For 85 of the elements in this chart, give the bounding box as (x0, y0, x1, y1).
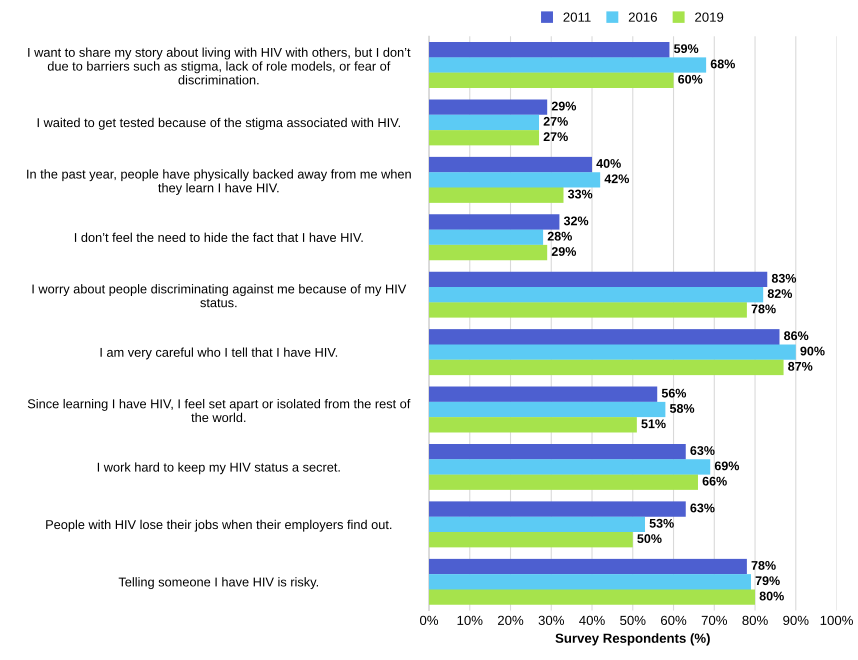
legend-label: 2011 (564, 12, 591, 22)
x-tick-label: 40% (579, 616, 605, 626)
x-axis-title: Survey Respondents (%) (555, 633, 710, 646)
bar (429, 474, 698, 490)
data-label: 78% (752, 304, 776, 314)
y-tick-label: People with HIV lose their jobs when their employers find out. (46, 520, 392, 532)
bar (429, 287, 764, 302)
bar (429, 329, 780, 344)
data-label: 29% (552, 247, 576, 256)
bar (429, 57, 706, 73)
y-tick-label: Since learning I have HIV, I feel set apart or isolated from the rest of the world. (28, 398, 410, 422)
x-tick-label: 60% (660, 616, 686, 626)
data-label: 51% (641, 419, 666, 428)
y-tick-label: I am very careful who I tell that I have HIV. (100, 347, 338, 360)
bar (429, 574, 751, 590)
bar (429, 188, 564, 203)
data-label: 42% (604, 174, 630, 184)
bar (429, 386, 658, 402)
data-label: 86% (784, 331, 808, 340)
bar (429, 302, 747, 318)
x-tick-label: 70% (702, 616, 728, 626)
x-tick-label: 50% (620, 616, 646, 626)
bar (429, 344, 796, 360)
data-label: 59% (674, 44, 698, 54)
data-label: 27% (544, 132, 568, 142)
bar (429, 459, 710, 475)
y-tick-label: Telling someone I have HIV is risky. (118, 577, 318, 590)
y-tick-label: I don’t feel the need to hide the fact that I have HIV. (74, 232, 363, 242)
data-label: 53% (650, 518, 674, 528)
x-tick-label: 80% (742, 616, 768, 626)
data-label: 90% (800, 346, 825, 356)
data-label: 79% (756, 576, 780, 586)
data-label: 69% (714, 461, 740, 470)
data-label: 29% (552, 102, 576, 110)
data-label: 63% (690, 446, 715, 456)
data-label: 82% (768, 289, 792, 298)
bar (429, 417, 637, 432)
bar (429, 402, 666, 418)
bar (429, 272, 768, 288)
data-label: 66% (702, 476, 727, 486)
data-label: 32% (564, 216, 588, 226)
data-label: 80% (760, 592, 784, 600)
y-tick-label: I waited to get tested because of the stigma associated with HIV. (38, 118, 400, 130)
legend-label: 2016 (628, 12, 657, 22)
x-tick-label: 100% (820, 616, 853, 626)
data-label: 27% (544, 116, 568, 126)
data-label: 58% (670, 404, 694, 413)
bar (429, 230, 544, 245)
data-label: 28% (548, 232, 572, 241)
bar (429, 156, 592, 172)
bar (429, 360, 784, 376)
data-label: 68% (710, 60, 735, 68)
data-label: 40% (596, 159, 621, 168)
bar (429, 172, 600, 188)
bar (429, 99, 548, 115)
data-label: 56% (662, 388, 686, 398)
bar (429, 42, 670, 58)
data-label: 87% (788, 362, 812, 371)
bar (429, 244, 548, 260)
bar (429, 114, 540, 130)
bar (429, 444, 686, 460)
bar (429, 501, 686, 517)
data-label: 60% (678, 74, 702, 84)
x-tick-label: 20% (498, 616, 524, 626)
x-tick-label: 90% (783, 616, 809, 626)
bar (429, 130, 540, 146)
bar (429, 532, 633, 548)
bar (429, 72, 674, 88)
y-tick-label: In the past year, people have physically backed away from me when they learn I have HIV. (27, 169, 411, 195)
x-tick-label: 30% (538, 616, 564, 626)
y-tick-label: I want to share my story about living with HIV with others, but I don’t due to barriers such as stigma, lack of role models, or fear of discrimination. (28, 48, 410, 84)
data-label: 83% (772, 274, 796, 283)
bar (429, 214, 560, 230)
legend-label: 2019 (695, 12, 724, 22)
data-label: 50% (637, 534, 662, 544)
y-tick-label: I worry about people discriminating against me because of my HIV status. (32, 284, 406, 308)
data-label: 63% (690, 504, 715, 512)
bar (429, 516, 645, 532)
data-label: 33% (568, 190, 592, 199)
y-tick-label: I work hard to keep my HIV status a secret. (98, 462, 340, 474)
x-tick-label: 10% (458, 616, 482, 626)
bar (429, 589, 756, 605)
bar (429, 558, 747, 574)
data-label: 78% (752, 560, 776, 570)
x-tick-label: 0% (420, 616, 438, 626)
